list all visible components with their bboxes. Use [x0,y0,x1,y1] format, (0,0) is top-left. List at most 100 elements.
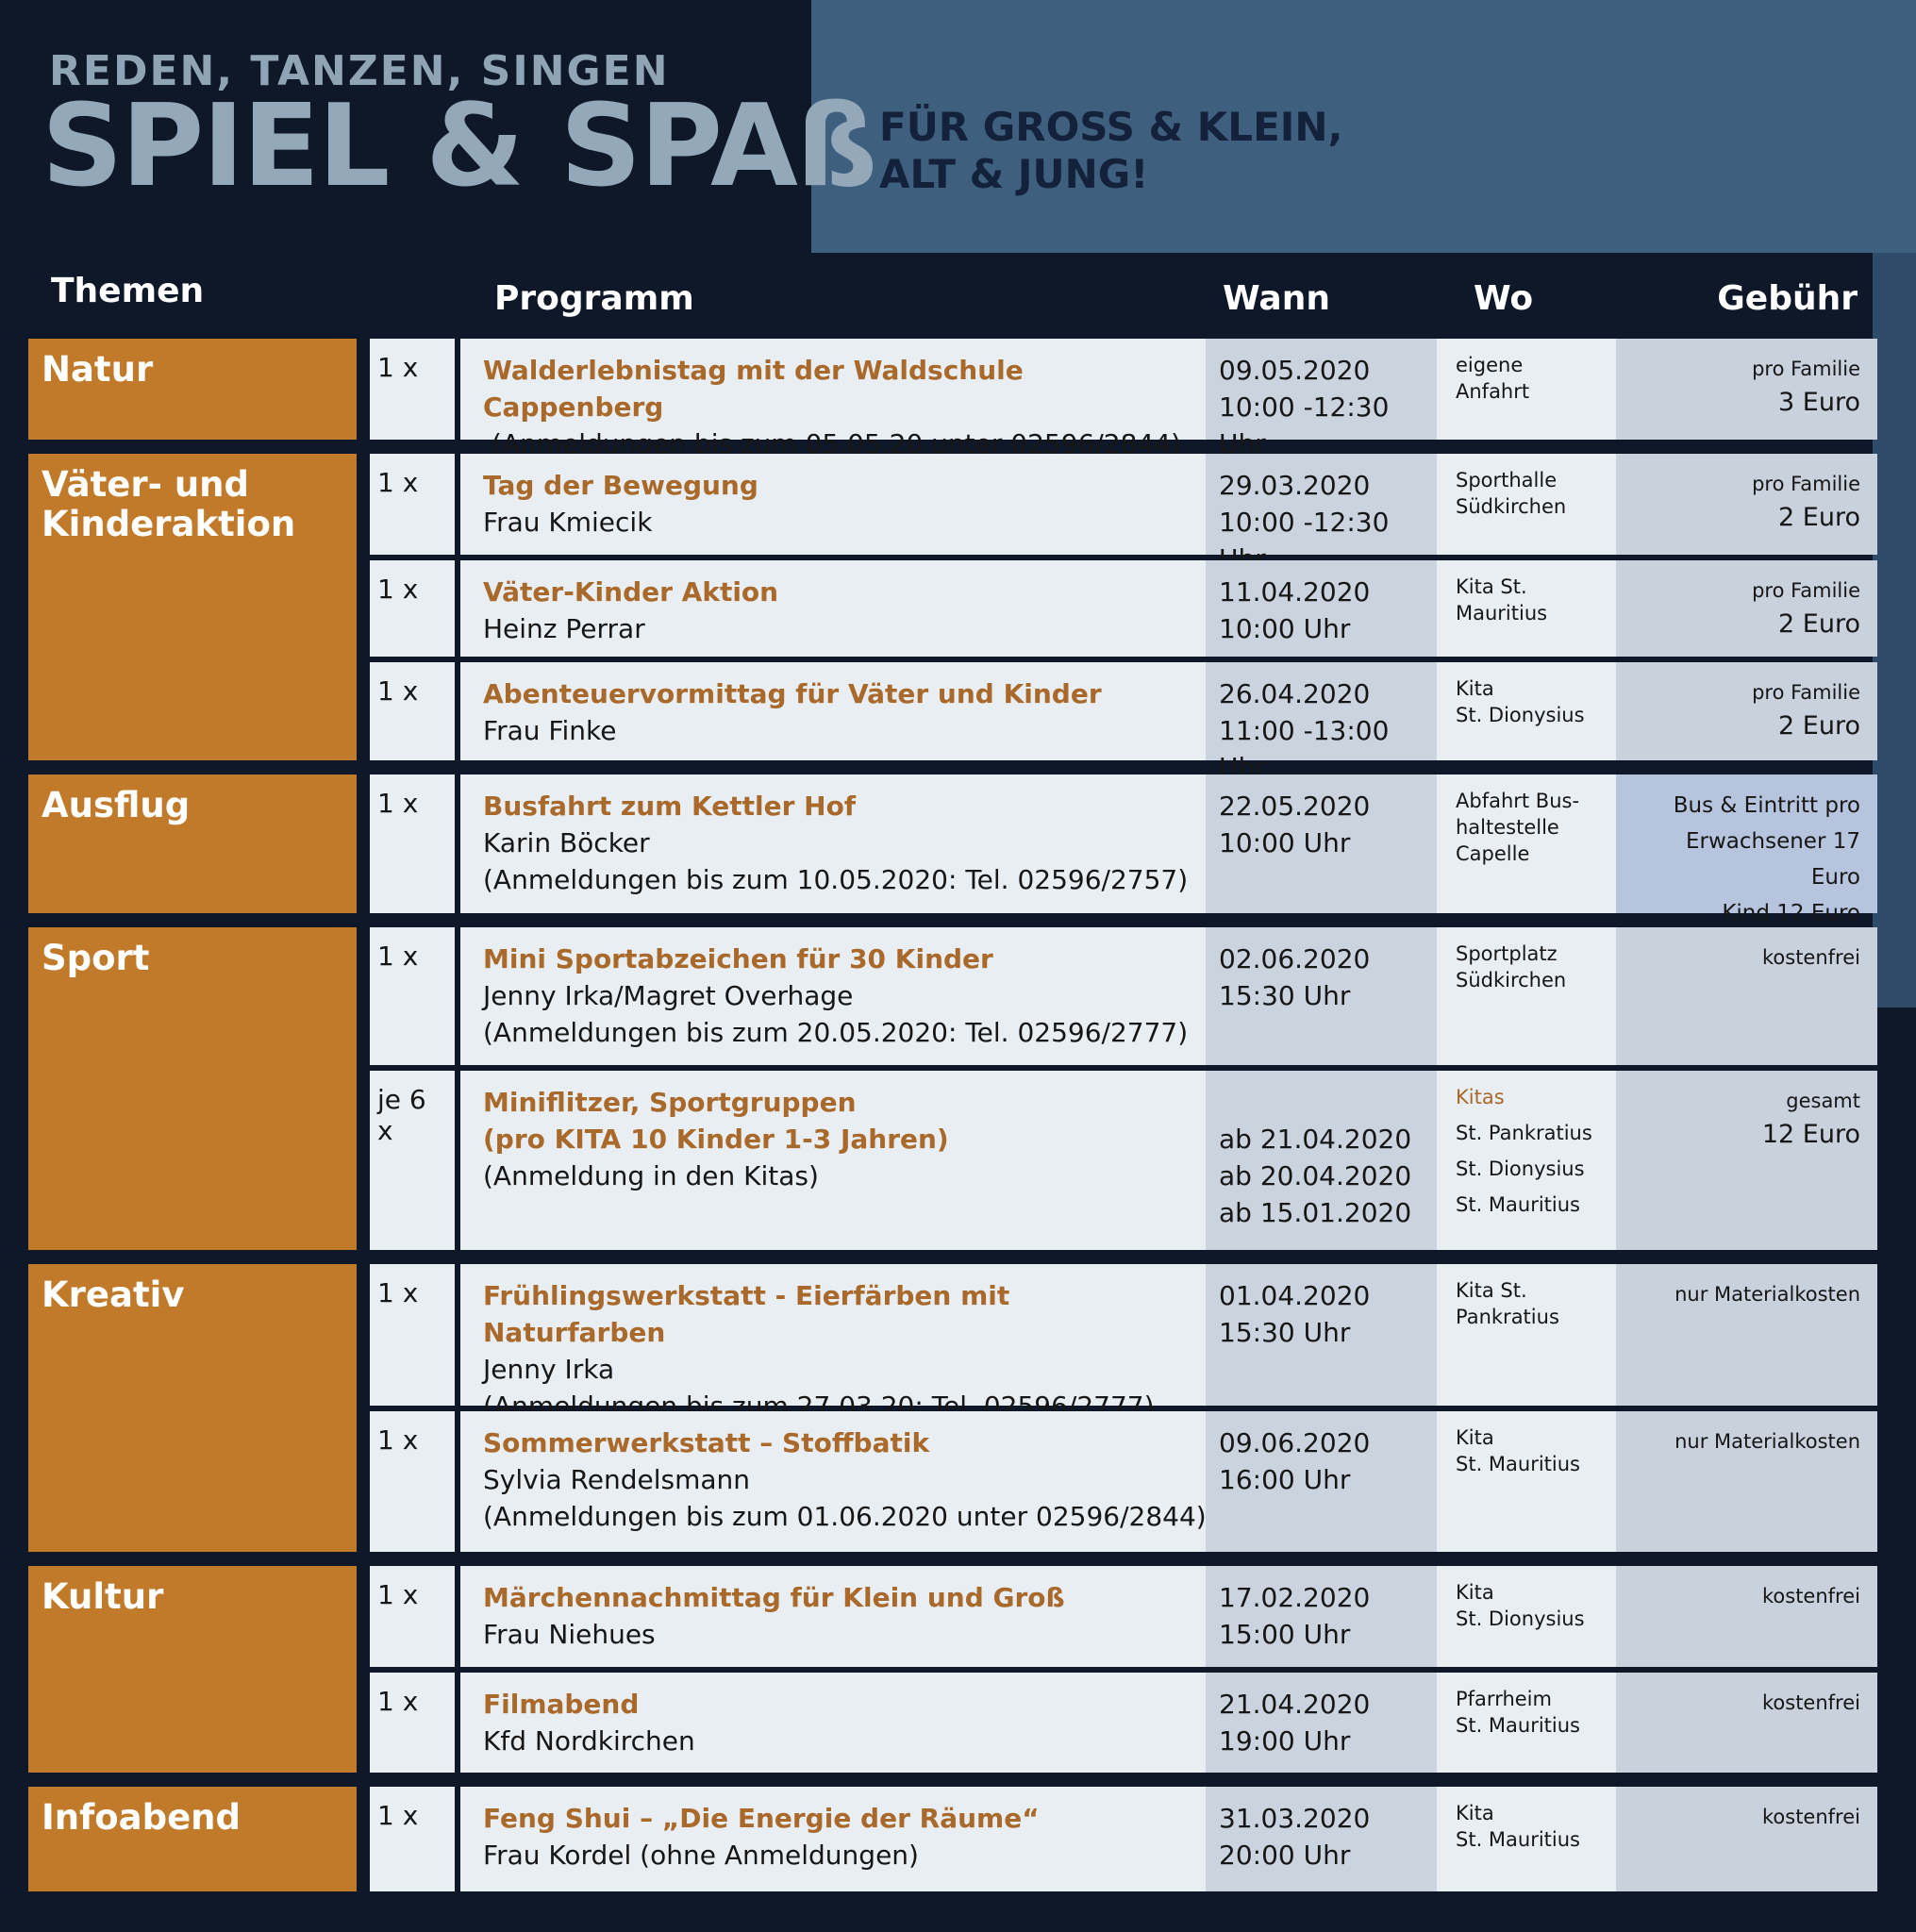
program-title: Märchennachmittag für Klein und Groß [483,1582,1065,1613]
date-line: 10:00 Uhr [1219,827,1351,858]
fee-cell: pro Familie 2 Euro [1616,662,1877,760]
date-line: 26.04.2020 [1219,678,1371,709]
date-line: 10:00 Uhr [1219,613,1351,644]
count: 1 x [370,560,460,657]
count: 1 x [370,774,460,913]
program-cell: Busfahrt zum Kettler Hof Karin Böcker (Anm… [460,774,1206,913]
table-row: 1 x Mini Sportabzeichen für 30 Kinder Jenn… [370,927,1877,1065]
theme-rows: 1 x Tag der Bewegung Frau Kmiecik 29.03.202… [370,454,1877,783]
theme-label: Infoabend [28,1787,357,1891]
location-cell: Pfarrheim St. Mauritius [1437,1673,1616,1773]
location-line: St. Pankratius [1456,1122,1592,1144]
date-cell: 22.05.2020 10:00 Uhr [1206,774,1437,913]
theme-label: Kultur [28,1566,357,1773]
tagline-line: FÜR GROSS & KLEIN, [879,104,1343,150]
location-cell: Kita St. Pankratius [1437,1264,1616,1406]
location-line: St. Mauritius [1456,1828,1580,1851]
program-cell: Mini Sportabzeichen für 30 Kinder Jenny I… [460,927,1206,1065]
theme-label: Väter- und Kinderaktion [28,454,357,760]
date-line: 22.05.2020 [1219,791,1371,822]
program-cell: Frühlingswerkstatt - Eierfärben mit Natu… [460,1264,1206,1422]
fee-label: pro Familie [1752,681,1860,704]
fee-cell: kostenfrei [1616,1787,1877,1891]
fee-cell: pro Familie 2 Euro [1616,454,1877,555]
program-cell: Väter-Kinder Aktion Heinz Perrar [460,560,1206,657]
count: 1 x [370,1673,460,1773]
location-line: St. Dionysius [1456,704,1585,726]
theme-rows: 1 x Mini Sportabzeichen für 30 Kinder Jenn… [370,927,1877,1250]
program-title: Filmabend [483,1689,640,1720]
fee-label: gesamt [1786,1090,1860,1112]
location-cell: Kita St. Mauritius [1437,560,1616,657]
theme-rows: 1 x Märchennachmittag für Klein und Groß F… [370,1566,1877,1773]
fee-cell: pro Familie 3 Euro [1616,339,1877,440]
decor-panel [1873,253,1916,1008]
theme-rows: 1 x Walderlebnistag mit der Waldschule Ca… [370,339,1877,459]
program-cell: Feng Shui – „Die Energie der Räume“ Frau … [460,1787,1206,1891]
theme-rows: 1 x Feng Shui – „Die Energie der Räume“ Fr… [370,1787,1877,1891]
theme-label: Natur [28,339,357,440]
program-line: Frau Kmiecik [483,507,653,538]
program-line: (Anmeldungen bis zum 10.05.2020: Tel. 02… [483,864,1189,895]
location-line: Mauritius [1456,602,1548,625]
location-cell: Sporthalle Südkirchen [1437,454,1616,555]
location-line: Pfarrheim [1456,1688,1552,1710]
count: 1 x [370,927,460,1065]
date-line: 09.05.2020 [1219,355,1371,386]
fee-label: pro Familie [1752,358,1860,380]
count: 1 x [370,1566,460,1667]
date-line: 17.02.2020 [1219,1582,1371,1613]
date-cell: 09.06.2020 16:00 Uhr [1206,1411,1437,1552]
location-line: eigene [1456,354,1524,376]
fee-amount: 2 Euro [1778,503,1860,532]
fee-label: pro Familie [1752,473,1860,495]
location-line: Kita [1456,1581,1494,1604]
fee-line: Kind 12 Euro [1722,901,1860,925]
count: je 6 x [370,1071,460,1250]
theme-group: Ausflug 1 x Busfahrt zum Kettler Hof Karin … [28,774,1877,925]
program-title: (pro KITA 10 Kinder 1-3 Jahren) [483,1124,949,1155]
location-line: Südkirchen [1456,969,1567,991]
program-title: Busfahrt zum Kettler Hof [483,791,857,822]
program-line: Frau Kordel (ohne Anmeldungen) [483,1840,919,1871]
location-line: St. Dionysius [1456,1158,1585,1180]
location-line: Kita St. [1456,575,1527,598]
date-cell: 17.02.2020 15:00 Uhr [1206,1566,1437,1667]
table-row: 1 x Walderlebnistag mit der Waldschule Ca… [370,339,1877,459]
count: 1 x [370,339,460,440]
location-line: St. Mauritius [1456,1714,1580,1737]
program-title: Frühlingswerkstatt - Eierfärben mit Natu… [483,1280,1010,1348]
theme-group: Natur 1 x Walderlebnistag mit der Waldschu… [28,339,1877,459]
date-line: 31.03.2020 [1219,1803,1371,1834]
theme-group: Kultur 1 x Märchennachmittag für Klein und… [28,1566,1877,1773]
fee-cell: kostenfrei [1616,927,1877,1065]
col-header-wo: Wo [1474,279,1534,318]
program-title: Mini Sportabzeichen für 30 Kinder [483,943,993,974]
table-row: 1 x Feng Shui – „Die Energie der Räume“ Fr… [370,1787,1877,1891]
fee-amount: 3 Euro [1778,388,1860,417]
date-line: ab 21.04.2020 [1219,1124,1412,1155]
page-title: SPIEL & SPAß [42,81,877,212]
fee-amount: 2 Euro [1778,711,1860,741]
col-header-gebuehr: Gebühr [1717,279,1858,318]
theme-group: Sport 1 x Mini Sportabzeichen für 30 Kinde… [28,927,1877,1250]
program-line: Heinz Perrar [483,613,645,644]
fee-label: nur Materialkosten [1674,1430,1860,1453]
date-line: 01.04.2020 [1219,1280,1371,1311]
date-line: 29.03.2020 [1219,470,1371,501]
table-row: 1 x Frühlingswerkstatt - Eierfärben mit N… [370,1264,1877,1422]
location-line: Sportplatz [1456,942,1558,965]
date-cell: 31.03.2020 20:00 Uhr [1206,1787,1437,1891]
fee-label: kostenfrei [1762,1806,1860,1828]
program-line: Sylvia Rendelsmann [483,1464,750,1495]
program-table: Natur 1 x Walderlebnistag mit der Waldschu… [28,339,1877,1906]
fee-cell: Bus & Eintritt pro Erwachsener 17 Euro Kin… [1616,774,1877,925]
program-title: Abenteuervormittag für Väter und Kinder [483,678,1102,709]
location-line: Kita [1456,1802,1494,1824]
fee-cell: nur Materialkosten [1616,1411,1877,1552]
fee-cell: gesamt 12 Euro [1616,1071,1877,1250]
date-line: 15:30 Uhr [1219,980,1351,1011]
theme-label: Kreativ [28,1264,357,1552]
fee-label: nur Materialkosten [1674,1283,1860,1306]
date-line: 16:00 Uhr [1219,1464,1351,1495]
